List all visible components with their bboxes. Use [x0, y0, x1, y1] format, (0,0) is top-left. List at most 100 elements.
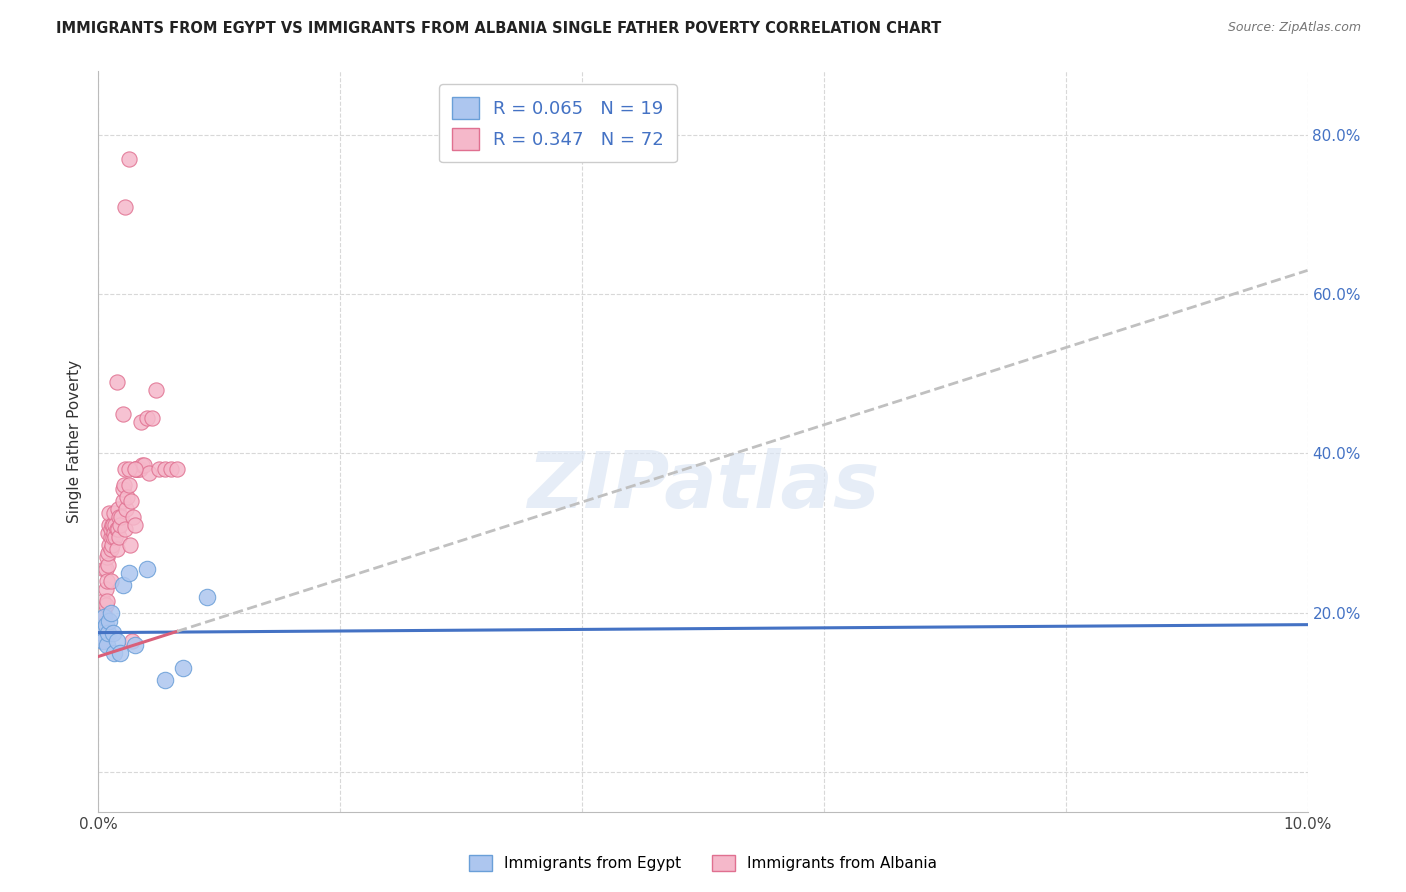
Point [118, 152, 141, 166]
Text: IMMIGRANTS FROM EGYPT VS IMMIGRANTS FROM ALBANIA SINGLE FATHER POVERTY CORRELATI: IMMIGRANTS FROM EGYPT VS IMMIGRANTS FROM… [56, 21, 942, 37]
Point [91, 593, 114, 607]
Point [93, 622, 115, 636]
Point [111, 483, 134, 497]
Point [97, 526, 120, 541]
Point [166, 462, 188, 476]
Point [97, 546, 120, 560]
Point [115, 502, 138, 516]
Point [104, 518, 127, 533]
Point [100, 606, 122, 620]
Point [93, 609, 115, 624]
Point [118, 462, 141, 476]
Point [129, 415, 152, 429]
Point [124, 462, 146, 476]
Point [108, 518, 131, 533]
Point [141, 410, 163, 425]
Point [103, 646, 125, 660]
Point [100, 541, 122, 556]
Point [131, 458, 153, 473]
Y-axis label: Single Father Poverty: Single Father Poverty [67, 360, 83, 523]
Point [96, 574, 118, 588]
Point [135, 410, 157, 425]
Point [100, 522, 122, 536]
Point [101, 518, 124, 533]
Point [98, 518, 121, 533]
Point [103, 506, 125, 520]
Point [91, 609, 114, 624]
Text: Source: ZipAtlas.com: Source: ZipAtlas.com [1227, 21, 1361, 35]
Point [111, 407, 134, 421]
Point [94, 598, 117, 612]
Point [160, 462, 183, 476]
Point [105, 375, 128, 389]
Point [100, 538, 122, 552]
Point [98, 614, 121, 628]
Point [90, 633, 112, 648]
Point [138, 467, 160, 481]
Point [104, 530, 127, 544]
Point [98, 506, 121, 520]
Point [114, 522, 136, 536]
Point [127, 462, 149, 476]
Point [91, 633, 114, 648]
Point [110, 510, 132, 524]
Point [94, 617, 117, 632]
Point [96, 638, 118, 652]
Point [107, 522, 129, 536]
Point [148, 462, 170, 476]
Legend: R = 0.065   N = 19, R = 0.347   N = 72: R = 0.065 N = 19, R = 0.347 N = 72 [439, 84, 676, 162]
Point [124, 638, 146, 652]
Point [96, 549, 118, 564]
Point [93, 562, 115, 576]
Point [91, 625, 114, 640]
Point [153, 462, 176, 476]
Text: ZIPatlas: ZIPatlas [527, 448, 879, 524]
Point [105, 633, 128, 648]
Point [122, 510, 145, 524]
Point [111, 494, 134, 508]
Point [134, 458, 156, 473]
Point [91, 625, 114, 640]
Point [108, 646, 131, 660]
Point [118, 538, 141, 552]
Point [97, 558, 120, 572]
Point [100, 574, 122, 588]
Point [124, 462, 146, 476]
Point [105, 541, 128, 556]
Point [112, 478, 135, 492]
Point [108, 510, 131, 524]
Point [100, 518, 122, 533]
Point [97, 625, 120, 640]
Legend: Immigrants from Egypt, Immigrants from Albania: Immigrants from Egypt, Immigrants from A… [463, 849, 943, 877]
Point [101, 625, 124, 640]
Point [117, 490, 139, 504]
Point [108, 530, 131, 544]
Point [114, 462, 136, 476]
Point [103, 526, 125, 541]
Point [118, 478, 141, 492]
Point [101, 530, 124, 544]
Point [124, 518, 146, 533]
Point [105, 522, 128, 536]
Point [91, 614, 114, 628]
Point [96, 593, 118, 607]
Point [118, 566, 141, 580]
Point [121, 633, 143, 648]
Point [100, 530, 122, 544]
Point [114, 200, 136, 214]
Point [94, 562, 117, 576]
Point [125, 462, 148, 476]
Point [135, 562, 157, 576]
Point [120, 494, 142, 508]
Point [111, 578, 134, 592]
Point [98, 538, 121, 552]
Point [93, 606, 115, 620]
Point [145, 383, 167, 397]
Point [195, 590, 218, 604]
Point [107, 502, 129, 516]
Point [153, 673, 176, 688]
Point [94, 582, 117, 596]
Point [127, 462, 149, 476]
Point [128, 462, 150, 476]
Point [172, 661, 194, 675]
